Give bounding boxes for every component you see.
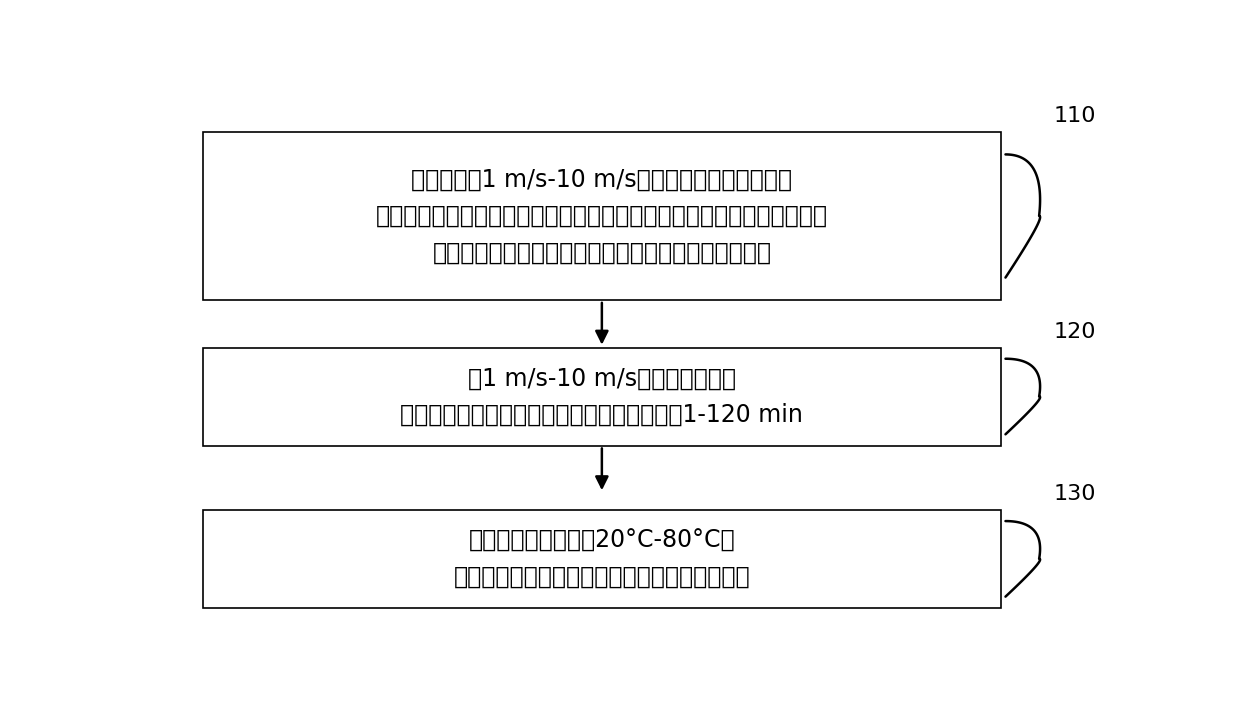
Text: 抽真空加热干燥后的得到处理后的高镍正极材料: 抽真空加热干燥后的得到处理后的高镍正极材料: [454, 565, 750, 589]
Text: ，得到降低锂离子电池高镍正极材料表面残碱用洗涤液: ，得到降低锂离子电池高镍正极材料表面残碱用洗涤液: [433, 241, 771, 265]
Text: 110: 110: [1054, 106, 1096, 126]
Bar: [203, 132, 1001, 300]
Bar: [203, 510, 1001, 608]
Text: 离心去除溶剂后，在20°C-80°C下: 离心去除溶剂后，在20°C-80°C下: [469, 529, 735, 553]
Text: 120: 120: [1054, 322, 1096, 342]
Text: 在1 m/s-10 m/s线速度搅拌下，: 在1 m/s-10 m/s线速度搅拌下，: [467, 366, 735, 390]
Text: 130: 130: [1054, 484, 1096, 505]
Bar: [203, 348, 1001, 446]
Text: 向洗涤液中加入待处理的高镍正极材料，搅拌1-120 min: 向洗涤液中加入待处理的高镍正极材料，搅拌1-120 min: [401, 403, 804, 427]
Text: 常温下，在1 m/s-10 m/s的搅拌速度下向一定量的: 常温下，在1 m/s-10 m/s的搅拌速度下向一定量的: [412, 168, 792, 192]
Text: 非水无活性氢有机溶剂中加入一定量的酸或酸的衍生物，搅拌至溶解完全: 非水无活性氢有机溶剂中加入一定量的酸或酸的衍生物，搅拌至溶解完全: [376, 204, 828, 228]
